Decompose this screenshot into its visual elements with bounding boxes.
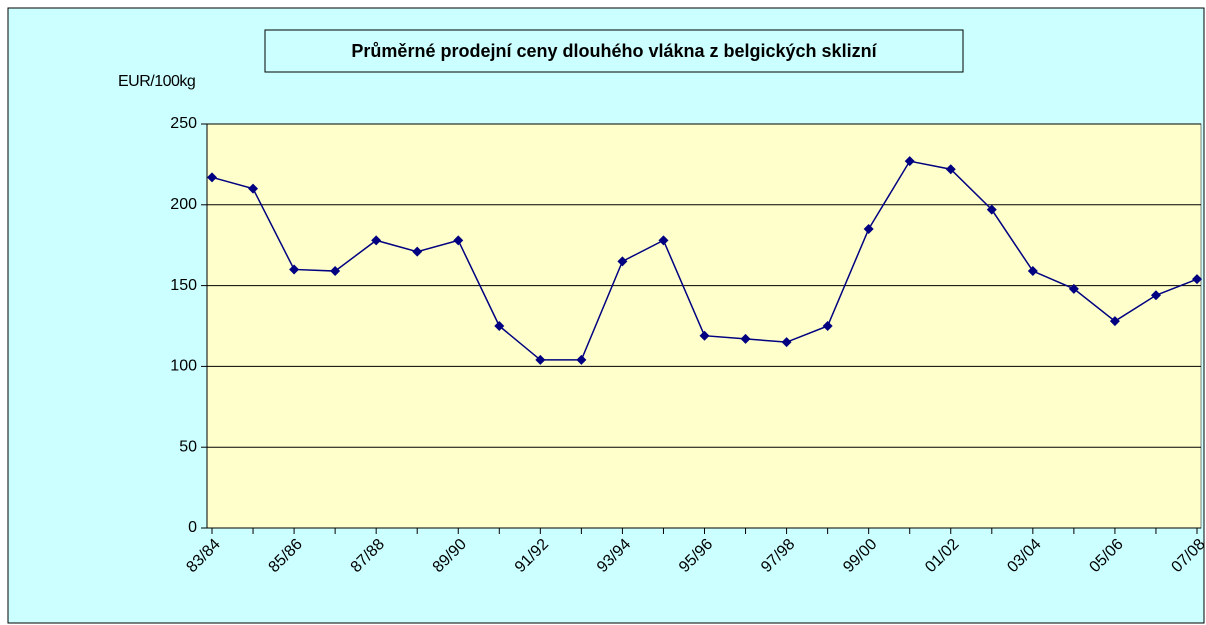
data-point [207,172,217,183]
y-tick-label: 150 [170,277,197,294]
data-point [904,156,915,167]
title-box [264,29,964,73]
data-point [617,256,628,267]
plot-area [206,123,1202,529]
data-point [658,235,669,246]
data-point [371,235,382,246]
data-point [1150,290,1161,301]
data-point [248,183,259,194]
data-point [453,235,464,246]
data-point [1068,283,1079,294]
data-point [863,224,874,235]
data-point [1109,316,1120,327]
data-point [412,246,423,257]
data-point [535,354,546,365]
chart-title: Průměrné prodejní ceny dlouhého vlákna z… [351,41,877,61]
y-axis-label: EUR/100kg [118,73,195,90]
y-tick-label: 200 [170,196,197,213]
data-point [740,333,751,344]
data-point [945,164,956,175]
y-tick-label: 50 [179,438,197,455]
data-point [781,337,792,348]
data-point [330,266,341,277]
y-tick-label: 100 [170,358,197,375]
y-tick-label: 0 [188,519,197,536]
data-point [986,204,997,215]
data-point [822,321,833,331]
data-point [1027,266,1038,277]
data-point [576,354,587,365]
data-point [699,330,710,341]
data-point [1192,274,1202,285]
y-tick-label: 250 [170,115,197,132]
data-point [494,321,505,331]
data-point [289,264,300,275]
